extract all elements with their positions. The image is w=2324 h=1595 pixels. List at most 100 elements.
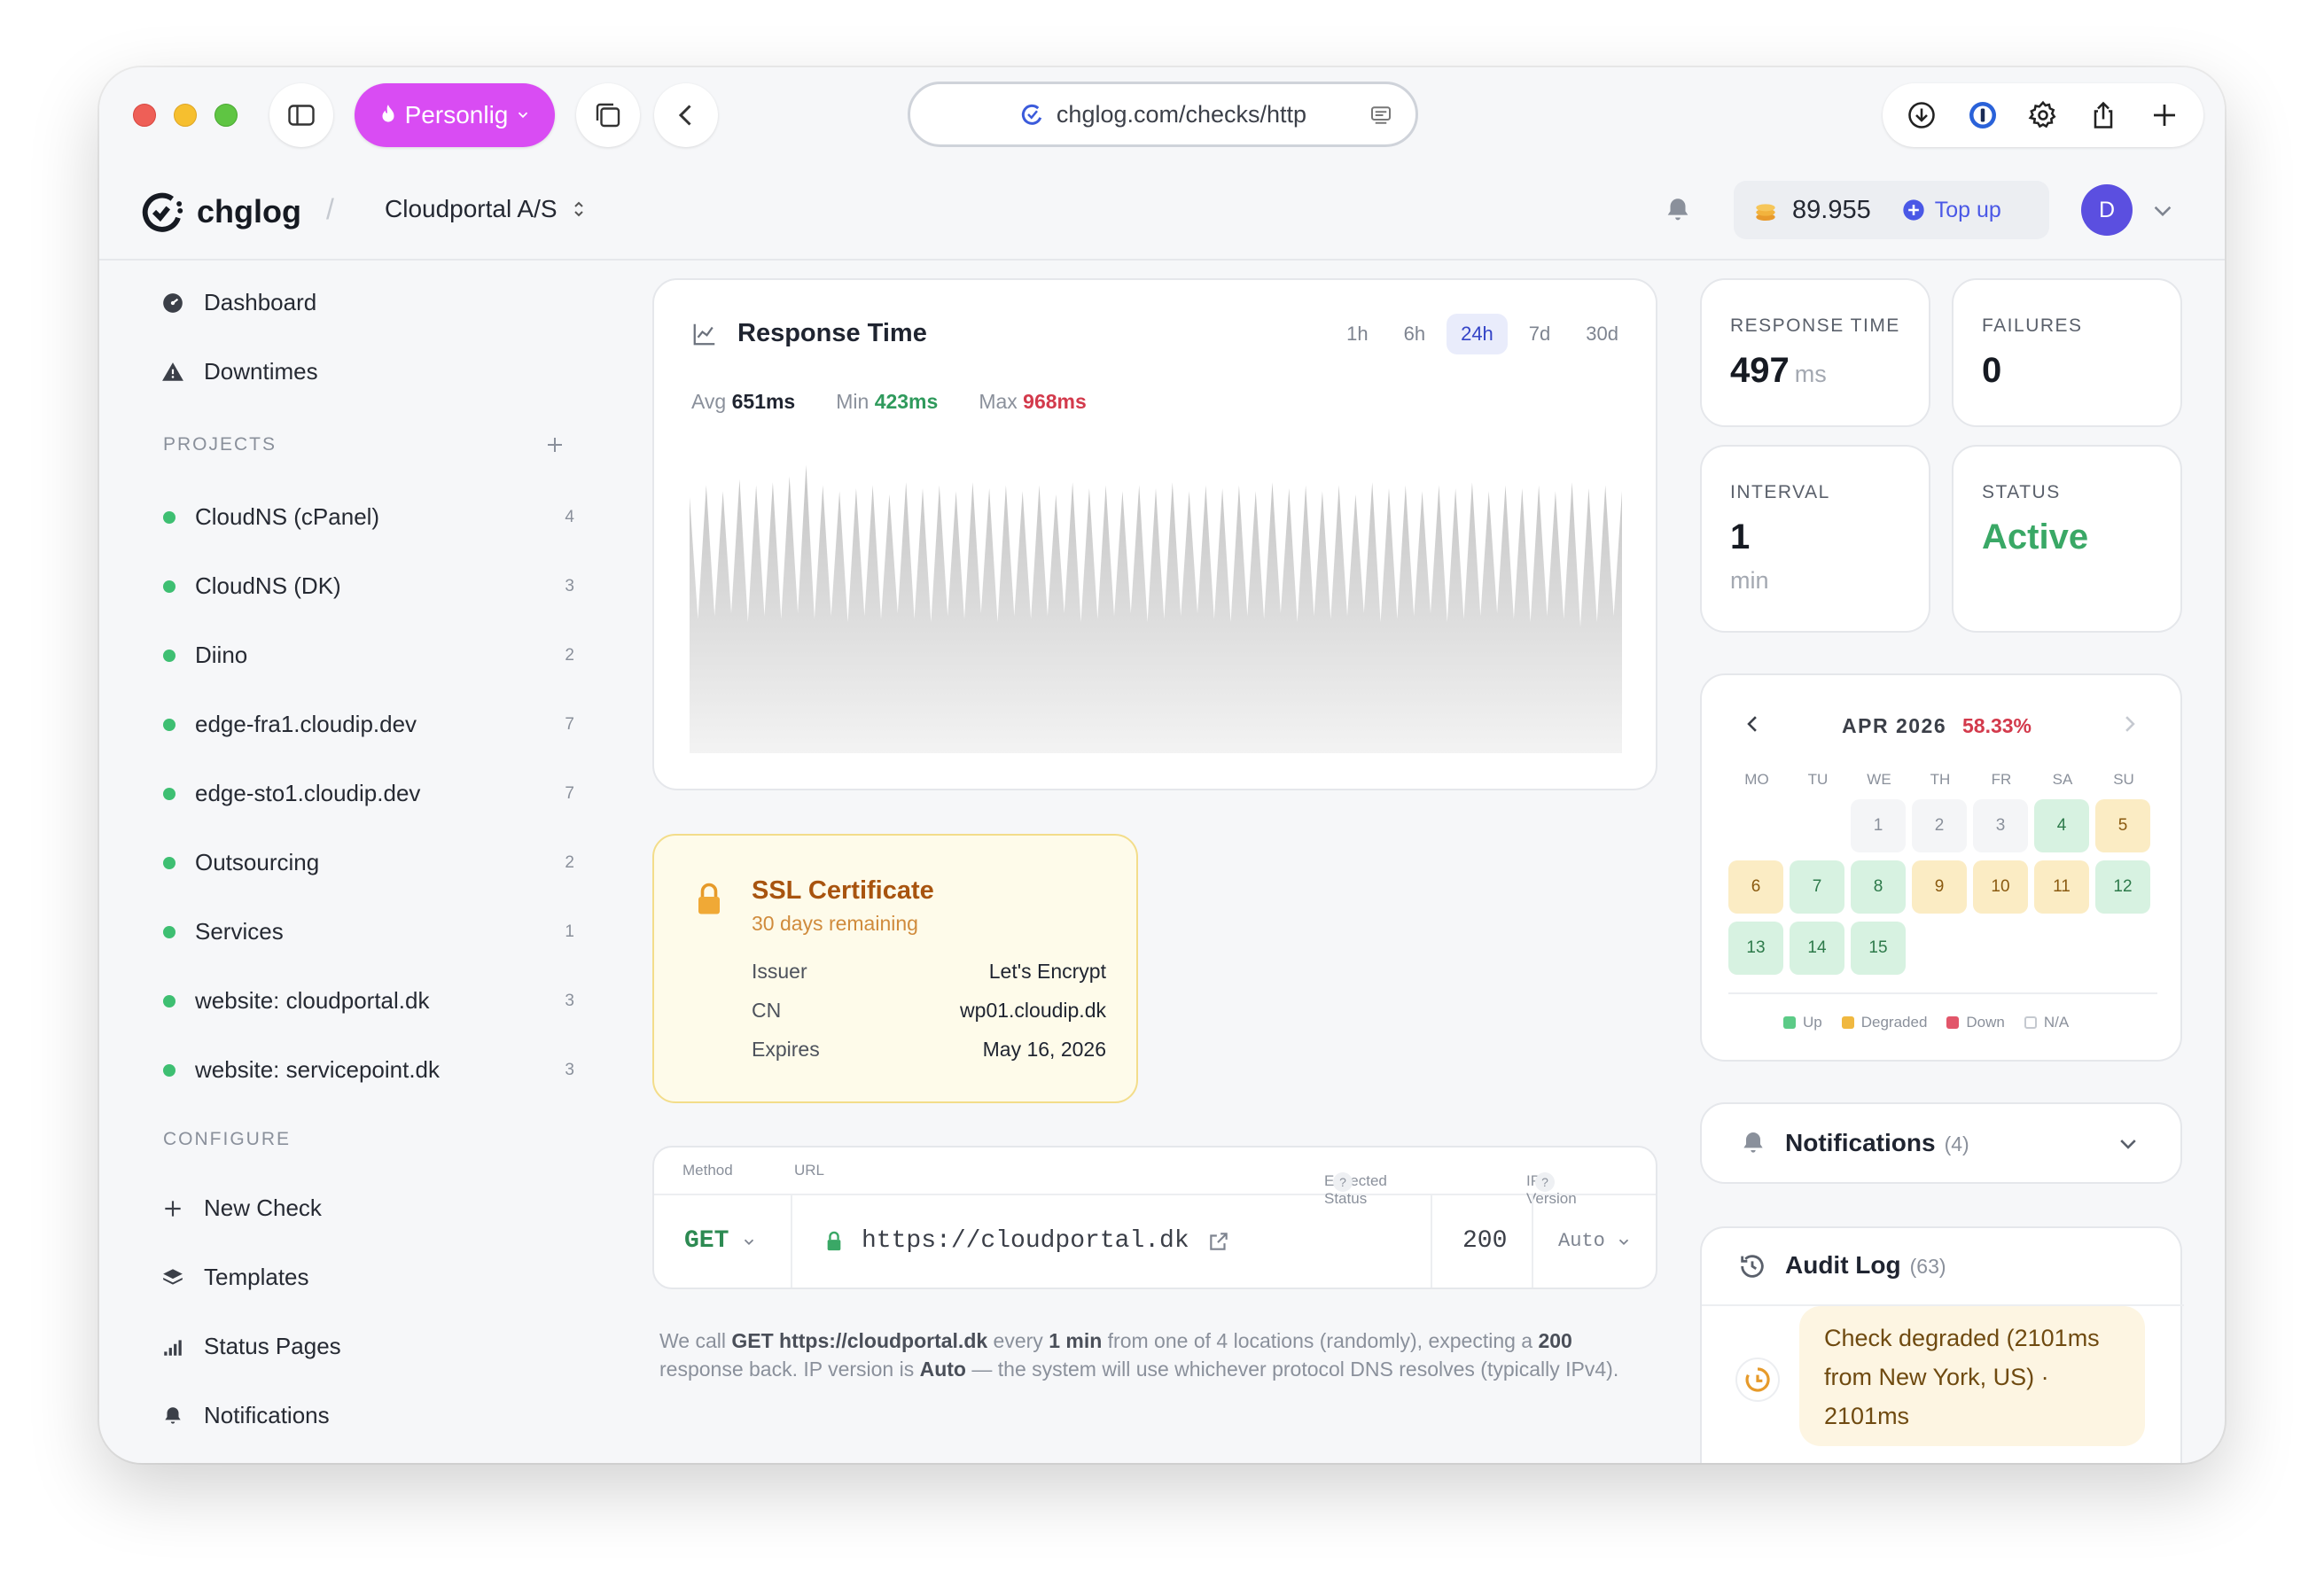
calendar-day[interactable]: 4 xyxy=(2034,799,2089,852)
notifications-panel[interactable]: Notifications (4) xyxy=(1700,1102,2182,1184)
max-stat: Max 968ms xyxy=(979,390,1087,413)
chevron-right-icon[interactable] xyxy=(2118,712,2141,735)
calendar-day[interactable]: 9 xyxy=(1912,860,1967,914)
calendar-day[interactable]: 13 xyxy=(1728,922,1783,975)
plus-circle-icon xyxy=(1903,199,1924,221)
status-dot xyxy=(163,580,175,593)
chevron-down-icon[interactable] xyxy=(2150,198,2175,223)
browser-actions xyxy=(1883,83,2203,147)
sidebar: Dashboard Downtimes PROJECTS CloudNS (cP… xyxy=(99,261,596,1463)
project-name: CloudNS (DK) xyxy=(195,572,341,599)
project-item[interactable]: website: cloudportal.dk 3 xyxy=(163,987,574,1015)
project-item[interactable]: website: servicepoint.dk 3 xyxy=(163,1056,574,1084)
add-project-icon[interactable] xyxy=(544,434,565,455)
sidebar-item-notifications[interactable]: Notifications xyxy=(161,1402,330,1429)
project-item[interactable]: Outsourcing 2 xyxy=(163,849,574,876)
request-config-header: Method URL Expected Status? IP Version? xyxy=(654,1148,1656,1207)
status-dot xyxy=(163,925,175,938)
app-name: chglog xyxy=(197,193,301,230)
weekday-header: TH xyxy=(1930,771,1951,788)
project-item[interactable]: Diino 2 xyxy=(163,642,574,669)
response-time-metric: RESPONSE TIME 497 ms xyxy=(1700,278,1930,427)
zoom-window-button[interactable] xyxy=(214,104,238,127)
projects-section-title: PROJECTS xyxy=(163,434,277,455)
new-tab-icon[interactable] xyxy=(2149,99,2180,131)
project-item[interactable]: Services 1 xyxy=(163,918,574,945)
url-field[interactable]: https://cloudportal.dk xyxy=(824,1227,1230,1255)
gear-icon[interactable] xyxy=(2027,99,2059,131)
calendar-day[interactable]: 11 xyxy=(2034,860,2089,914)
range-6h[interactable]: 6h xyxy=(1403,323,1426,345)
range-30d[interactable]: 30d xyxy=(1586,323,1618,345)
external-link-icon[interactable] xyxy=(1207,1230,1230,1253)
project-name: edge-sto1.cloudip.dev xyxy=(195,780,421,806)
sidebar-item-templates[interactable]: Templates xyxy=(161,1264,309,1291)
layers-icon xyxy=(163,1268,183,1285)
legend-na: N/A xyxy=(2024,1014,2069,1031)
notifications-bell-icon[interactable] xyxy=(1663,195,1693,225)
legend-up: Up xyxy=(1783,1014,1822,1031)
calendar-day[interactable]: 3 xyxy=(1973,799,2028,852)
history-icon xyxy=(1741,1255,1764,1278)
sidebar-item-new-check[interactable]: New Check xyxy=(161,1194,322,1222)
weekday-header: WE xyxy=(1867,771,1891,788)
configure-section-title: CONFIGURE xyxy=(163,1129,291,1149)
tabs-overview-button[interactable] xyxy=(576,83,640,147)
sidebar-item-status-pages[interactable]: Status Pages xyxy=(161,1333,341,1360)
project-item[interactable]: CloudNS (cPanel) 4 xyxy=(163,503,574,531)
project-item[interactable]: edge-sto1.cloudip.dev 7 xyxy=(163,780,574,807)
profile-button[interactable]: Personlig xyxy=(355,83,555,147)
calendar-day[interactable]: 8 xyxy=(1851,860,1906,914)
back-button[interactable] xyxy=(654,83,718,147)
minimize-window-button[interactable] xyxy=(174,104,197,127)
ip-version-select[interactable]: Auto xyxy=(1558,1230,1632,1252)
project-item[interactable]: CloudNS (DK) 3 xyxy=(163,572,574,600)
chevron-down-icon xyxy=(1618,1239,1628,1245)
top-up-button[interactable]: Top up xyxy=(1901,198,2001,223)
help-icon[interactable]: ? xyxy=(1535,1172,1555,1192)
uptime-calendar: APR 2026 58.33% MO TU WE TH FR SA SU 1 2 3 4 5 6 7 8 9 1… xyxy=(1700,673,2182,1062)
password-manager-icon[interactable] xyxy=(1967,99,1999,131)
breadcrumb-separator: / xyxy=(326,193,334,225)
share-icon[interactable] xyxy=(2087,99,2119,131)
address-bar[interactable]: chglog.com/checks/http xyxy=(908,82,1418,147)
chevron-down-icon[interactable] xyxy=(2117,1132,2140,1155)
status-dot xyxy=(163,1063,175,1077)
avatar[interactable]: D xyxy=(2081,184,2133,236)
ssl-row-cn: CN wp01.cloudip.dk xyxy=(752,999,1106,1022)
calendar-day[interactable]: 14 xyxy=(1790,922,1844,975)
close-window-button[interactable] xyxy=(133,104,156,127)
site-logo-icon xyxy=(1021,104,1042,125)
chevron-left-icon[interactable] xyxy=(1741,712,1764,735)
range-24h[interactable]: 24h xyxy=(1447,314,1508,354)
sidebar-item-downtimes[interactable]: Downtimes xyxy=(161,358,318,385)
degraded-event-icon xyxy=(1735,1358,1780,1402)
sidebar-toggle-button[interactable] xyxy=(269,83,333,147)
project-name: CloudNS (cPanel) xyxy=(195,503,380,530)
calendar-day[interactable]: 2 xyxy=(1912,799,1967,852)
org-switcher[interactable]: Cloudportal A/S xyxy=(385,195,588,223)
sidebar-item-dashboard[interactable]: Dashboard xyxy=(161,289,316,316)
project-check-count: 3 xyxy=(565,576,574,595)
method-select[interactable]: GET xyxy=(684,1227,757,1255)
help-icon[interactable]: ? xyxy=(1333,1172,1353,1192)
app-logo[interactable]: chglog xyxy=(138,188,301,236)
project-check-count: 2 xyxy=(565,645,574,665)
calendar-day[interactable]: 10 xyxy=(1973,860,2028,914)
audit-event-message[interactable]: Check degraded (2101ms from New York, US… xyxy=(1799,1306,2145,1446)
reader-mode-icon[interactable] xyxy=(1368,102,1394,128)
range-1h[interactable]: 1h xyxy=(1346,323,1369,345)
ssl-certificate-card: SSL Certificate 30 days remaining Issuer… xyxy=(652,834,1138,1103)
project-item[interactable]: edge-fra1.cloudip.dev 7 xyxy=(163,711,574,738)
calendar-day[interactable]: 15 xyxy=(1851,922,1906,975)
range-7d[interactable]: 7d xyxy=(1528,323,1551,345)
time-range-selector: 1h 6h 24h 7d 30d xyxy=(1332,314,1633,354)
calendar-day[interactable]: 6 xyxy=(1728,860,1783,914)
expected-status-field[interactable]: 200 xyxy=(1462,1227,1508,1255)
calendar-day[interactable]: 12 xyxy=(2095,860,2150,914)
min-stat: Min 423ms xyxy=(836,390,939,413)
download-icon[interactable] xyxy=(1906,99,1938,131)
calendar-day[interactable]: 1 xyxy=(1851,799,1906,852)
calendar-day[interactable]: 5 xyxy=(2095,799,2150,852)
calendar-day[interactable]: 7 xyxy=(1790,860,1844,914)
